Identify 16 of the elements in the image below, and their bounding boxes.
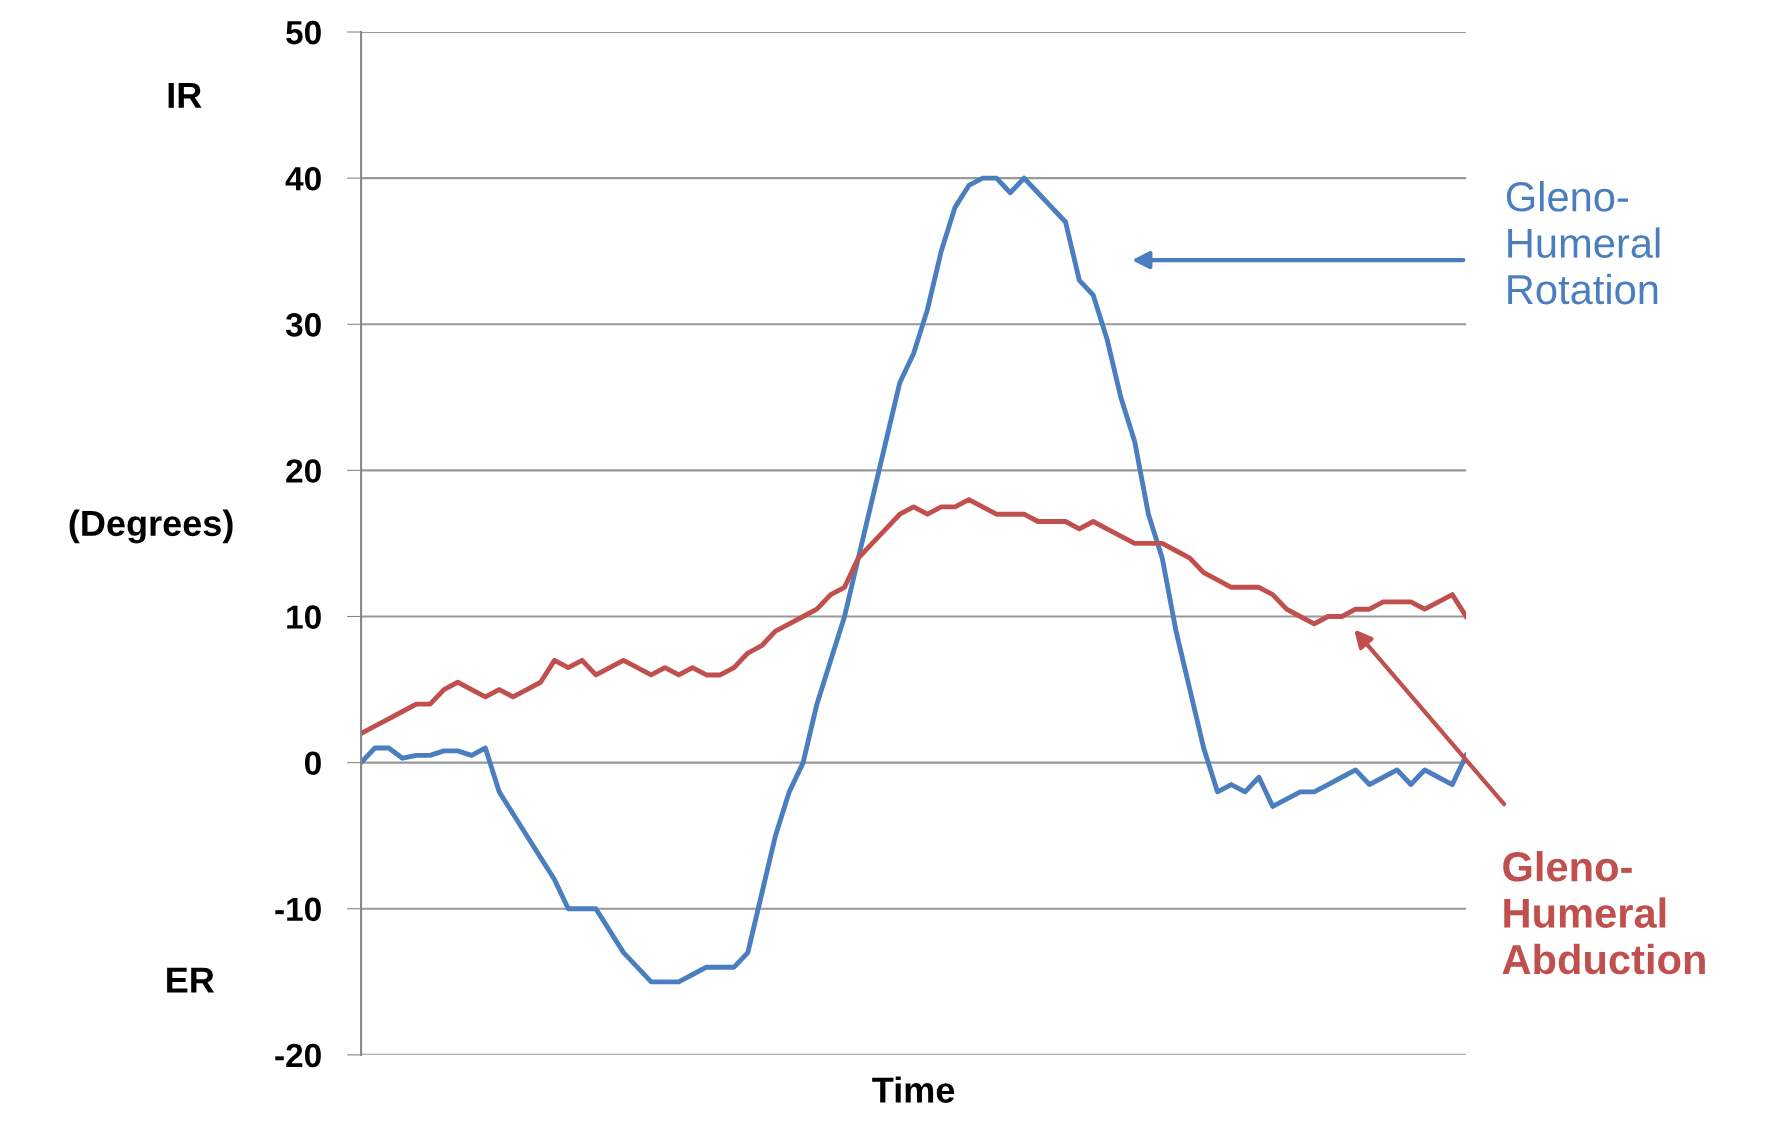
y-tick-label: 10 <box>287 605 321 629</box>
text: IR <box>168 82 202 108</box>
line-series <box>361 497 1467 736</box>
text: Gleno- Humeral Abduction <box>1502 850 1705 975</box>
y-tick-label: 30 <box>285 313 321 337</box>
text: ER <box>167 967 215 993</box>
x-axis-title: Time <box>872 1076 955 1103</box>
text: Gleno- Humeral Rotation <box>1506 181 1660 305</box>
y-tick-label: 0 <box>304 751 321 776</box>
y-tick-label: 50 <box>286 20 321 45</box>
y-tick-label: 20 <box>286 459 321 483</box>
y-axis-title: (Degrees) <box>69 509 233 544</box>
y-tick-label: -10 <box>275 897 321 922</box>
line-series <box>361 175 1467 985</box>
y-tick-label: 40 <box>285 166 321 191</box>
y-tick-label: -20 <box>275 1043 321 1068</box>
